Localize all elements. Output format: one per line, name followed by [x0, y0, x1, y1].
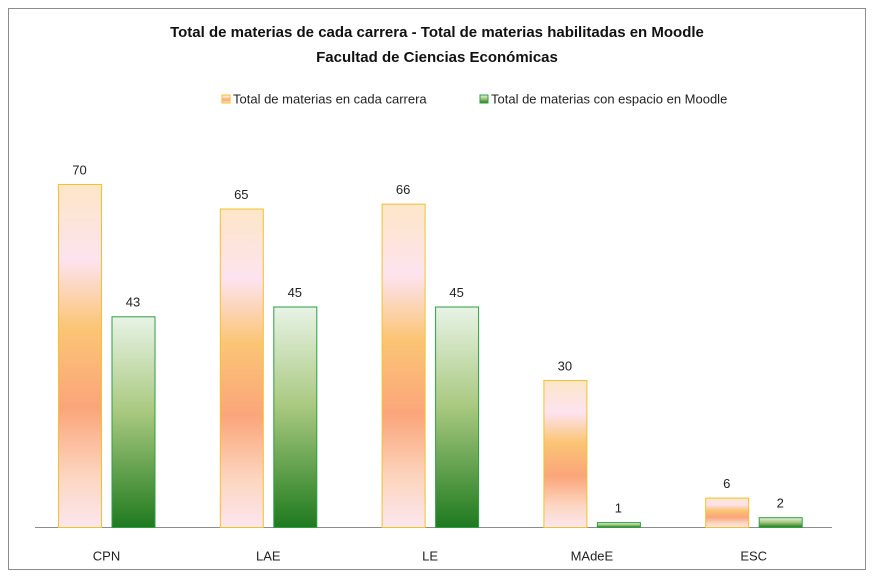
bar	[543, 380, 588, 528]
data-label: 1	[615, 501, 622, 516]
bar	[435, 306, 480, 528]
data-label: 70	[72, 162, 86, 177]
x-tick-label: LAE	[256, 548, 281, 563]
x-tick-label: LE	[422, 548, 438, 563]
chart-subtitle: Facultad de Ciencias Económicas	[316, 49, 558, 66]
bar	[381, 203, 426, 528]
bar	[58, 184, 102, 528]
data-label: 65	[234, 187, 248, 202]
bar	[596, 522, 641, 528]
x-tick-label: MAdeE	[571, 548, 614, 563]
data-label: 45	[288, 285, 302, 300]
legend-label: Total de materias en cada carrera	[233, 91, 427, 106]
legend-label: Total de materias con espacio en Moodle	[491, 91, 727, 106]
data-label: 2	[777, 496, 784, 511]
legend-swatch	[479, 94, 489, 104]
bar	[111, 316, 156, 528]
chart-title: Total de materias de cada carrera - Tota…	[170, 24, 704, 41]
bar	[219, 208, 264, 528]
data-label: 30	[558, 358, 572, 373]
bar	[758, 517, 803, 529]
data-label: 6	[723, 476, 730, 491]
bar	[705, 497, 750, 529]
x-tick-label: CPN	[93, 548, 120, 563]
bar	[273, 306, 318, 528]
legend-swatch	[221, 94, 231, 104]
x-tick-label: ESC	[740, 548, 767, 563]
data-label: 45	[449, 285, 463, 300]
data-label: 43	[126, 295, 140, 310]
data-label: 66	[396, 182, 410, 197]
